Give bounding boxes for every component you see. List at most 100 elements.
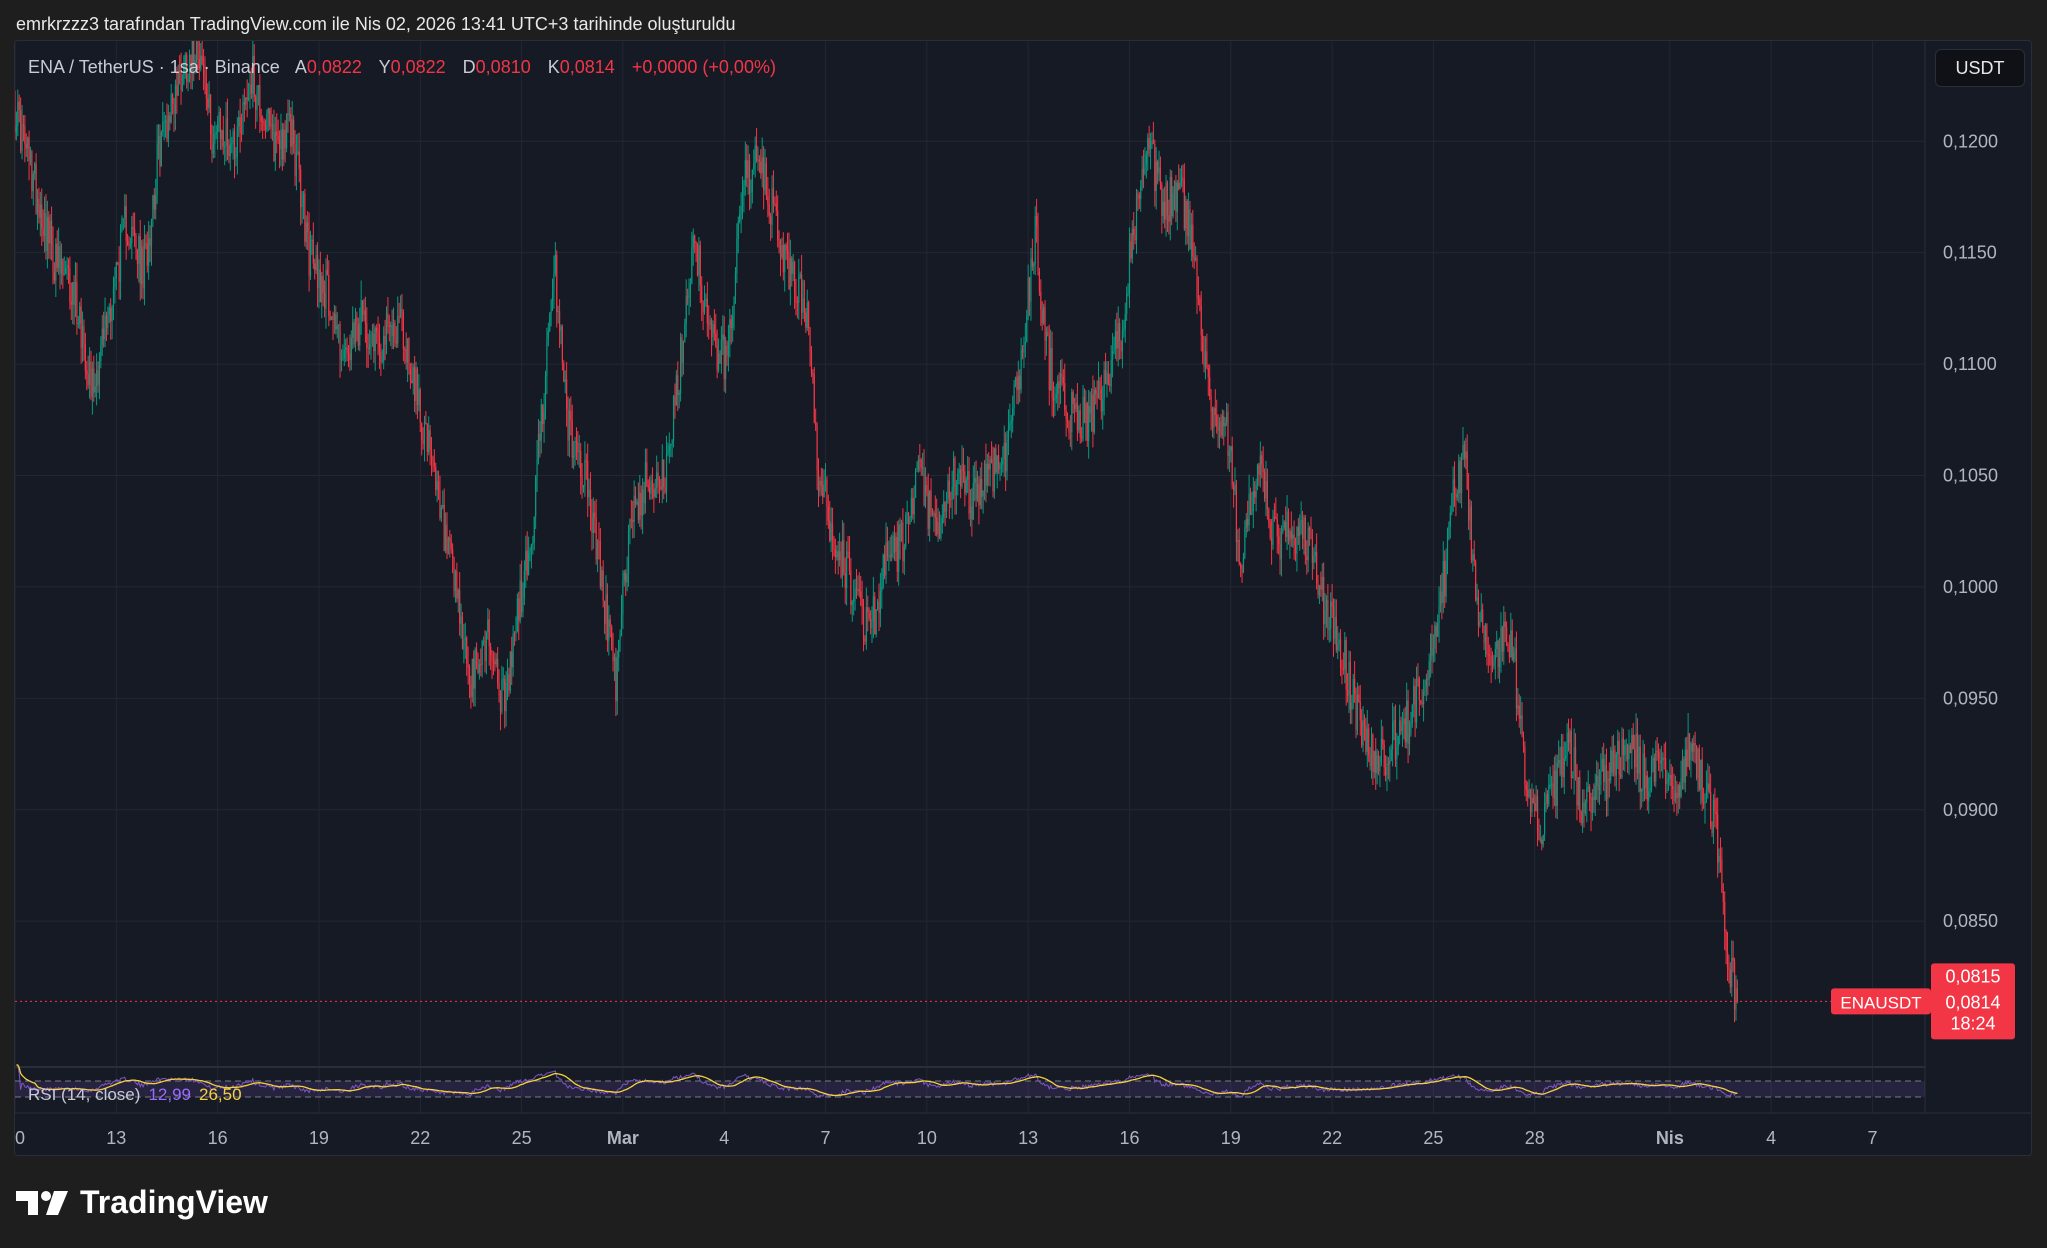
candle-body[interactable] bbox=[885, 542, 887, 576]
candle-body[interactable] bbox=[278, 140, 281, 150]
candle-body[interactable] bbox=[208, 94, 210, 108]
candle-body[interactable] bbox=[490, 646, 492, 655]
candle-body[interactable] bbox=[309, 241, 312, 276]
candle-body[interactable] bbox=[702, 301, 704, 313]
candle-body[interactable] bbox=[1563, 758, 1565, 778]
candle-body[interactable] bbox=[1223, 416, 1225, 427]
candle-body[interactable] bbox=[1169, 177, 1171, 222]
candle-body[interactable] bbox=[190, 55, 192, 71]
candle-body[interactable] bbox=[633, 495, 635, 522]
candle-body[interactable] bbox=[266, 113, 268, 130]
candle-body[interactable] bbox=[1180, 177, 1183, 183]
candle-body[interactable] bbox=[59, 246, 61, 274]
candle-body[interactable] bbox=[1192, 224, 1194, 257]
candle-body[interactable] bbox=[340, 358, 343, 360]
candle-body[interactable] bbox=[1707, 783, 1709, 791]
candle-body[interactable] bbox=[943, 501, 945, 518]
candle-body[interactable] bbox=[1572, 776, 1574, 778]
candle-body[interactable] bbox=[1560, 746, 1563, 775]
candle-body[interactable] bbox=[982, 491, 984, 497]
candle-body[interactable] bbox=[132, 226, 134, 229]
candle-body[interactable] bbox=[506, 674, 509, 683]
candle-body[interactable] bbox=[1666, 782, 1668, 785]
candle-body[interactable] bbox=[892, 535, 894, 554]
candle-body[interactable] bbox=[1007, 428, 1010, 440]
candle-body[interactable] bbox=[1036, 216, 1038, 227]
candle-body[interactable] bbox=[1710, 791, 1712, 827]
candle-body[interactable] bbox=[1137, 193, 1139, 196]
candle-body[interactable] bbox=[1700, 759, 1702, 790]
candle-body[interactable] bbox=[1466, 451, 1468, 490]
candle-body[interactable] bbox=[902, 522, 904, 562]
candle-body[interactable] bbox=[494, 661, 496, 665]
candle-body[interactable] bbox=[1009, 423, 1011, 429]
candle-body[interactable] bbox=[1278, 536, 1280, 544]
candle-body[interactable] bbox=[927, 492, 929, 529]
candle-body[interactable] bbox=[221, 130, 223, 140]
candle-body[interactable] bbox=[513, 633, 516, 635]
candle-body[interactable] bbox=[15, 126, 18, 133]
candle-body[interactable] bbox=[971, 506, 973, 520]
candle-body[interactable] bbox=[1655, 750, 1657, 782]
candle-body[interactable] bbox=[858, 589, 860, 592]
candle-body[interactable] bbox=[1325, 600, 1328, 611]
candle-body[interactable] bbox=[1686, 749, 1688, 767]
candle-body[interactable] bbox=[53, 272, 56, 281]
candle-body[interactable] bbox=[1155, 161, 1157, 191]
candle-body[interactable] bbox=[1217, 427, 1219, 431]
candle-body[interactable] bbox=[1453, 479, 1456, 493]
candle-body[interactable] bbox=[960, 469, 962, 487]
candle-body[interactable] bbox=[315, 255, 317, 271]
candle-body[interactable] bbox=[715, 333, 717, 346]
candle-body[interactable] bbox=[1010, 420, 1012, 424]
candle-body[interactable] bbox=[722, 334, 724, 341]
candle-body[interactable] bbox=[1665, 758, 1667, 785]
candle-body[interactable] bbox=[1224, 423, 1226, 427]
candle-body[interactable] bbox=[826, 479, 828, 507]
candle-body[interactable] bbox=[1337, 644, 1339, 651]
candle-body[interactable] bbox=[893, 535, 896, 553]
candle-body[interactable] bbox=[968, 471, 970, 514]
candle-body[interactable] bbox=[1476, 597, 1478, 601]
candle-body[interactable] bbox=[917, 459, 919, 470]
candle-body[interactable] bbox=[80, 306, 82, 349]
candle-body[interactable] bbox=[398, 316, 400, 318]
candle-body[interactable] bbox=[1242, 557, 1245, 573]
candle-body[interactable] bbox=[336, 325, 338, 330]
candle-body[interactable] bbox=[639, 492, 641, 520]
chart-pane[interactable]: 0,1200 0,1150 0,1100 0,1050 0,1000 0,0950 0,09… bbox=[14, 40, 2032, 1156]
candle-body[interactable] bbox=[681, 337, 683, 363]
candle-body[interactable] bbox=[1361, 720, 1363, 746]
candle-body[interactable] bbox=[1482, 609, 1484, 626]
candle-body[interactable] bbox=[1092, 394, 1094, 433]
candle-body[interactable] bbox=[94, 386, 96, 393]
candle-body[interactable] bbox=[1669, 774, 1671, 779]
candle-body[interactable] bbox=[322, 275, 324, 293]
candle-body[interactable] bbox=[771, 188, 773, 225]
candle-body[interactable] bbox=[1487, 654, 1489, 656]
candle-body[interactable] bbox=[737, 221, 739, 239]
candle-body[interactable] bbox=[1642, 753, 1644, 790]
candle-body[interactable] bbox=[999, 464, 1001, 470]
candle-body[interactable] bbox=[661, 459, 663, 490]
candle-body[interactable] bbox=[627, 531, 630, 575]
candle-body[interactable] bbox=[204, 75, 206, 84]
candle-body[interactable] bbox=[177, 71, 179, 96]
candle-body[interactable] bbox=[180, 71, 182, 91]
candle-body[interactable] bbox=[663, 459, 665, 488]
candle-body[interactable] bbox=[186, 54, 188, 82]
candle-body[interactable] bbox=[1446, 539, 1449, 561]
candle-body[interactable] bbox=[240, 133, 243, 135]
candle-body[interactable] bbox=[452, 549, 454, 558]
candle-body[interactable] bbox=[919, 459, 921, 461]
candle-body[interactable] bbox=[1377, 755, 1380, 772]
candle-body[interactable] bbox=[1352, 678, 1354, 703]
candle-body[interactable] bbox=[570, 410, 572, 421]
candle-body[interactable] bbox=[1318, 585, 1321, 596]
candle-body[interactable] bbox=[236, 126, 238, 157]
candle-body[interactable] bbox=[871, 620, 873, 629]
candle-body[interactable] bbox=[345, 347, 347, 350]
rsi-ma-line[interactable] bbox=[16, 1064, 1738, 1097]
candle-body[interactable] bbox=[1435, 625, 1437, 637]
candle-body[interactable] bbox=[577, 442, 579, 452]
